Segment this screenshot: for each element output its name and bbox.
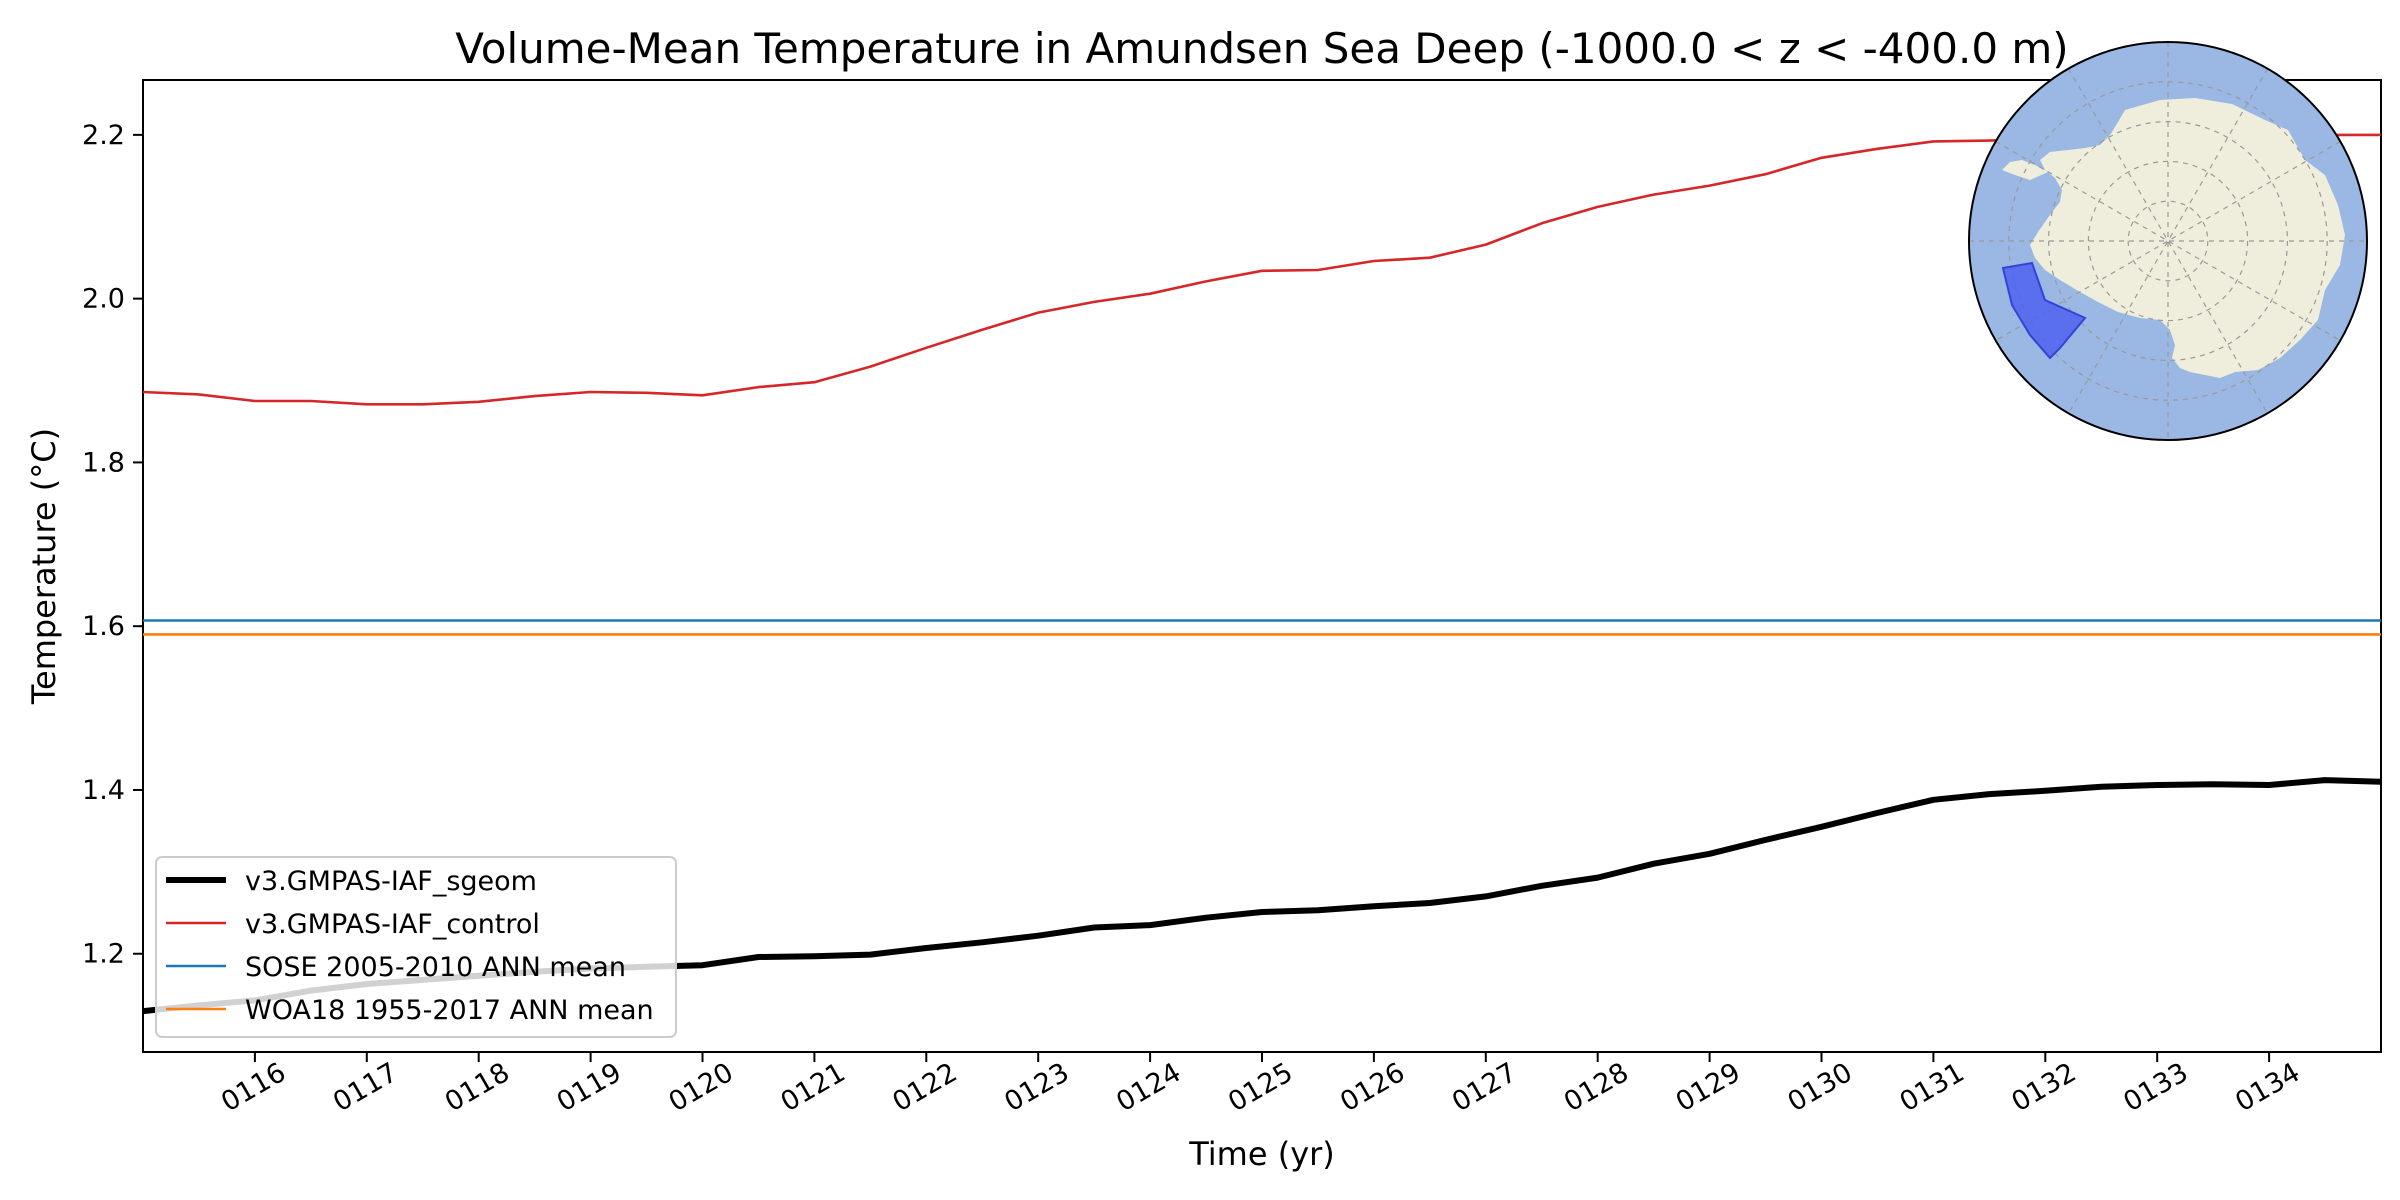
x-axis-label: Time (yr)	[1188, 1135, 1335, 1173]
y-tick-label: 1.2	[82, 939, 125, 970]
inset-map-latitude-circle	[2127, 200, 2209, 282]
y-tick-label: 1.4	[82, 775, 125, 806]
y-tick-label: 2.0	[82, 284, 125, 315]
legend: v3.GMPAS-IAF_sgeom v3.GMPAS-IAF_control SO…	[155, 856, 677, 1038]
legend-box	[155, 856, 677, 1038]
legend-label-v3-gmpas-iaf-sgeom: v3.GMPAS-IAF_sgeom	[245, 866, 537, 897]
inset-map	[1968, 41, 2368, 441]
legend-label-v3-gmpas-iaf-control: v3.GMPAS-IAF_control	[245, 909, 540, 940]
chart-title: Volume-Mean Temperature in Amundsen Sea …	[455, 24, 2068, 73]
legend-label-sose-2005-2010-ann-mean: SOSE 2005-2010 ANN mean	[245, 952, 626, 983]
inset-map-latitude-circle	[2048, 120, 2289, 362]
y-axis-ticks: 1.2 1.4 1.6 1.8 2.0 2.2	[82, 120, 143, 970]
y-tick-label: 1.8	[82, 447, 125, 478]
inset-map-amundsen-region	[2001, 261, 2087, 360]
inset-map-border	[1968, 41, 2368, 441]
y-tick-label: 2.2	[82, 120, 125, 151]
y-axis-label: Temperature (°C)	[25, 428, 63, 705]
inset-map-meridian	[2067, 68, 2269, 414]
y-tick-label: 1.6	[82, 611, 125, 642]
inset-map-latitude-circle	[2087, 160, 2249, 322]
inset-map-meridian	[2067, 68, 2269, 414]
inset-map-latitude-circle	[2008, 81, 2328, 401]
legend-label-woa18-1955-2017-ann-mean: WOA18 1955-2017 ANN mean	[245, 995, 654, 1026]
inset-map-meridian	[1995, 140, 2341, 342]
